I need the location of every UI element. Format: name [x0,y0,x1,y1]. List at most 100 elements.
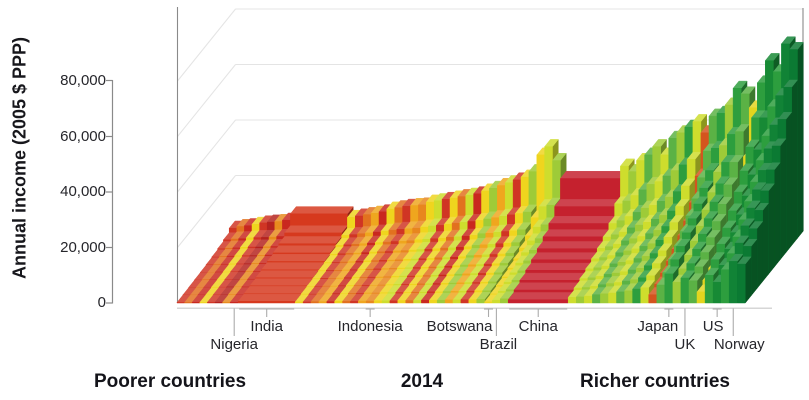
country-label-brazil: Brazil [479,336,518,353]
bar-side-face [774,161,781,268]
bar-front-face [429,299,438,304]
y-tick-label: 20,000 [60,238,106,256]
bar-front-face [389,300,399,304]
bar-top-face [525,262,592,271]
bar-front-face [452,299,462,304]
bar-front-face [191,301,201,304]
bar-front-face [342,301,351,304]
bar-front-face [222,301,231,304]
bar-front-face [600,293,609,304]
gridline-depth [177,64,236,137]
country-label-china: China [518,318,558,335]
bar-side-face [791,79,798,247]
bar-top-face [278,236,343,244]
bar-front-face [632,288,641,304]
country-label-nigeria: Nigeria [210,336,258,353]
bar-top-face [536,241,604,249]
bar-front-face [484,301,493,304]
bar-front-face [381,300,391,304]
bar-front-face [365,300,375,304]
gridline-depth [177,8,236,82]
bar-top-face [554,199,621,207]
bar-front-face [436,299,446,304]
bar-side-face [785,111,792,254]
bar-side-face [779,138,787,261]
country-label-uk: UK [674,336,696,353]
bar-front-face [310,301,320,304]
country-label-us: US [702,318,724,335]
bar-top-face [507,292,575,300]
bar-front-face [358,300,367,304]
bar-front-face [214,301,223,304]
bar-front-face [680,277,690,304]
bar-front-face [229,301,239,304]
bar-top-face [243,286,308,294]
bar-front-face [704,275,714,304]
y-tick-label: 80,000 [60,71,106,89]
bar-front-face [500,298,509,304]
bar-top-face [519,272,587,281]
bar-top-face [513,282,581,291]
bar-front-face [720,269,730,304]
bar-side-face [756,220,763,290]
country-label-norway: Norway [713,336,765,353]
bar-front-face [350,301,359,304]
bar-front-face [576,296,585,304]
bar-top-face [260,262,325,271]
bar-top-face [284,225,348,234]
bar-top-face [530,252,598,261]
bar-front-face [648,294,658,304]
caption-poorer-countries: Poorer countries [93,371,247,392]
bar-top-face [255,270,319,279]
bar-front-face [672,281,682,304]
bar-top-face [559,171,627,179]
country-label-botswana: Botswana [426,318,493,335]
bar-top-face [249,278,314,287]
bar-top-face [542,229,610,238]
y-tick-label: 60,000 [60,127,106,145]
gridline-depth [177,175,236,248]
bar-front-face [616,291,625,304]
bar-front-face [476,299,485,304]
bar-top-face [289,206,354,215]
bar-front-face [608,292,617,304]
y-tick-label: 40,000 [60,183,106,200]
bar-front-face [712,281,722,304]
bar-top-face [237,293,302,302]
bar-front-face [592,294,601,304]
bar-front-face [199,302,208,304]
bar-front-face [397,300,406,304]
bar-top-face [548,216,616,224]
bar-front-face [326,301,335,304]
bar-side-face [745,256,752,304]
bar-front-face [334,301,343,304]
y-tick-label: 0 [97,294,106,311]
bar-front-face [624,290,633,304]
bar-front-face [737,263,746,304]
y-axis-title: Annual income (2005 $ PPP) [9,36,30,280]
bar-front-face [421,299,430,304]
gridline-depth [177,119,236,193]
bar-front-face [696,291,706,304]
bar-front-face [373,300,383,304]
bar-front-face [413,300,422,304]
bar-front-face [237,301,296,304]
caption-year: 2014 [400,371,444,392]
bar-front-face [728,261,738,304]
bar-front-face [176,302,185,304]
bar-front-face [444,299,454,304]
caption-richer-countries: Richer countries [580,371,730,392]
bar-front-face [584,295,593,304]
bar-front-face [318,301,328,304]
bar-front-face [640,287,649,304]
bar-front-face [460,299,470,304]
bar-front-face [468,299,477,304]
bar-front-face [405,300,414,304]
bar-side-face [768,183,775,275]
bar-front-face [207,301,216,304]
bar-front-face [664,273,674,304]
bar-front-face [184,302,193,304]
bar-front-face [656,284,666,304]
bar-front-face [507,299,569,304]
